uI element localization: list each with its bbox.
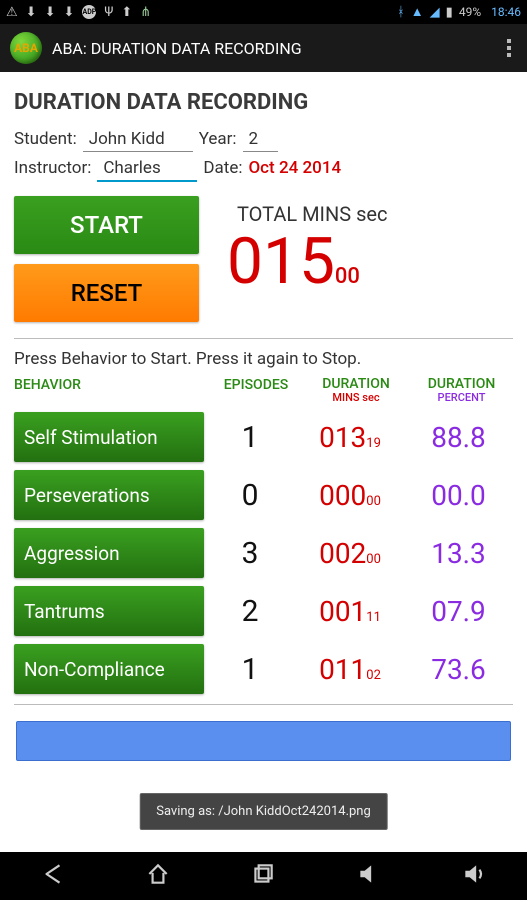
behavior-row: Aggression30020013.3 — [14, 528, 513, 578]
usb-icon: Ψ — [104, 5, 113, 20]
year-label: Year: — [199, 129, 237, 149]
download-icon: ⬇ — [26, 5, 37, 20]
bluetooth-icon: ᚼ — [397, 5, 405, 20]
behavior-row: Tantrums20011107.9 — [14, 586, 513, 636]
app-bar: ABA ABA: DURATION DATA RECORDING — [0, 24, 527, 72]
episodes-value: 1 — [204, 652, 296, 687]
instructor-field[interactable]: Charles — [97, 158, 197, 182]
main-content: DURATION DATA RECORDING Student: John Ki… — [0, 72, 527, 771]
student-label: Student: — [14, 129, 77, 149]
download-icon: ⬇ — [45, 5, 56, 20]
total-value: 01500 — [217, 230, 513, 294]
app-title: ABA: DURATION DATA RECORDING — [52, 39, 501, 58]
android-status-bar: ⚠ ⬇ ⬇ ⬇ ADP Ψ ⬆ ⋔ ᚼ ▲ ◢ ▮ 49% 18:46 — [0, 0, 527, 24]
header-percent: DURATIONPERCENT — [410, 377, 513, 404]
percent-value: 88.8 — [404, 421, 513, 454]
behavior-button[interactable]: Perseverations — [14, 470, 204, 520]
duration-value: 01319 — [296, 421, 404, 454]
behavior-button[interactable]: Non-Compliance — [14, 644, 204, 694]
battery-text: 49% — [459, 5, 481, 19]
toast-message: Saving as: /John KiddOct242014.png — [139, 793, 388, 830]
download-icon: ⬇ — [63, 5, 74, 20]
start-button[interactable]: START — [14, 196, 199, 254]
signal-icon: ◢ — [430, 5, 440, 20]
divider — [14, 704, 513, 705]
upload-icon: ⬆ — [121, 5, 132, 20]
behavior-row: Perseverations00000000.0 — [14, 470, 513, 520]
adp-icon: ADP — [82, 5, 96, 19]
wifi-icon: ▲ — [411, 4, 424, 20]
behavior-button[interactable]: Self Stimulation — [14, 412, 204, 462]
date-label: Date: — [203, 158, 242, 178]
duration-value: 01102 — [296, 653, 404, 686]
duration-value: 00111 — [296, 595, 404, 628]
behavior-row: Self Stimulation10131988.8 — [14, 412, 513, 462]
episodes-value: 0 — [204, 478, 296, 513]
percent-value: 00.0 — [404, 479, 513, 512]
divider — [14, 338, 513, 339]
home-icon[interactable] — [145, 861, 171, 891]
percent-value: 73.6 — [404, 653, 513, 686]
percent-value: 07.9 — [404, 595, 513, 628]
volume-up-icon[interactable] — [461, 861, 487, 891]
behavior-button[interactable]: Aggression — [14, 528, 204, 578]
android-nav-bar — [0, 852, 527, 900]
aba-logo: ABA — [10, 32, 42, 64]
date-value: Oct 24 2014 — [248, 158, 341, 178]
overflow-menu-icon[interactable] — [501, 39, 517, 57]
total-label: TOTAL MINS sec — [217, 202, 513, 226]
instructor-label: Instructor: — [14, 158, 91, 178]
student-field[interactable]: John Kidd — [83, 129, 193, 152]
instructions-text: Press Behavior to Start. Press it again … — [14, 349, 513, 369]
save-progress-bar[interactable] — [16, 721, 511, 761]
header-episodes: EPISODES — [210, 377, 302, 404]
reset-button[interactable]: RESET — [14, 264, 199, 322]
volume-down-icon[interactable] — [356, 861, 382, 891]
header-behavior: BEHAVIOR — [14, 377, 210, 404]
duration-value: 00000 — [296, 479, 404, 512]
episodes-value: 1 — [204, 420, 296, 455]
android-icon: ⋔ — [140, 5, 151, 20]
page-title: DURATION DATA RECORDING — [14, 90, 513, 115]
clock: 18:46 — [491, 5, 521, 19]
episodes-value: 2 — [204, 594, 296, 629]
behavior-button[interactable]: Tantrums — [14, 586, 204, 636]
episodes-value: 3 — [204, 536, 296, 571]
year-field[interactable]: 2 — [243, 129, 278, 152]
notif-icon: ⚠ — [6, 5, 18, 20]
behavior-row: Non-Compliance10110273.6 — [14, 644, 513, 694]
column-headers: BEHAVIOR EPISODES DURATIONMINS sec DURAT… — [14, 377, 513, 404]
back-icon[interactable] — [40, 861, 66, 891]
battery-icon: ▮ — [446, 5, 453, 20]
recent-apps-icon[interactable] — [250, 861, 276, 891]
percent-value: 13.3 — [404, 537, 513, 570]
duration-value: 00200 — [296, 537, 404, 570]
header-duration: DURATIONMINS sec — [302, 377, 410, 404]
